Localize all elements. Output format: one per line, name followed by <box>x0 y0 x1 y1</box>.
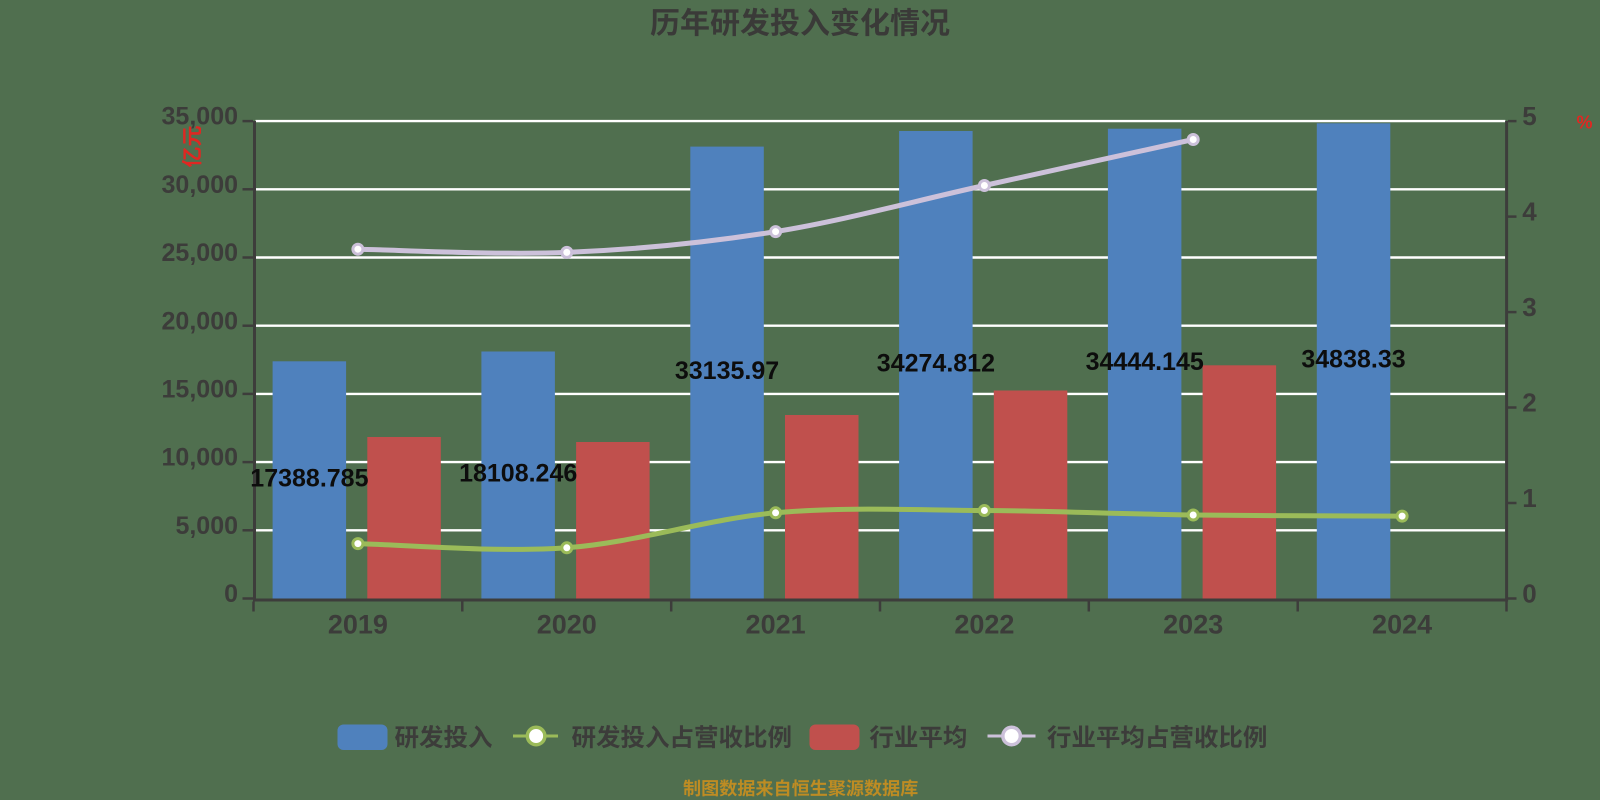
svg-text:1: 1 <box>1522 483 1536 513</box>
svg-text:35,000: 35,000 <box>162 103 238 131</box>
svg-text:0: 0 <box>224 580 238 608</box>
svg-text:%: % <box>1576 113 1592 133</box>
svg-text:25,000: 25,000 <box>162 239 238 267</box>
svg-text:2023: 2023 <box>1163 610 1223 640</box>
svg-text:15,000: 15,000 <box>162 376 238 404</box>
svg-text:33135.97: 33135.97 <box>675 357 779 385</box>
svg-text:3: 3 <box>1522 292 1536 322</box>
svg-text:2024: 2024 <box>1372 610 1432 640</box>
svg-text:2: 2 <box>1522 388 1536 418</box>
svg-text:34838.33: 34838.33 <box>1301 346 1405 374</box>
svg-text:2022: 2022 <box>954 610 1014 640</box>
svg-text:10,000: 10,000 <box>162 444 238 472</box>
svg-text:18108.246: 18108.246 <box>459 460 577 488</box>
svg-text:5: 5 <box>1522 101 1536 131</box>
svg-text:20,000: 20,000 <box>162 307 238 335</box>
svg-text:2021: 2021 <box>746 610 806 640</box>
svg-text:30,000: 30,000 <box>162 171 238 199</box>
svg-text:2019: 2019 <box>328 610 388 640</box>
svg-text:5,000: 5,000 <box>175 512 238 540</box>
svg-text:0: 0 <box>1522 579 1536 609</box>
svg-text:34274.812: 34274.812 <box>877 349 995 377</box>
svg-text:17388.785: 17388.785 <box>250 465 368 493</box>
svg-text:34444.145: 34444.145 <box>1086 348 1204 376</box>
svg-text:2020: 2020 <box>537 610 597 640</box>
svg-text:4: 4 <box>1522 197 1537 227</box>
